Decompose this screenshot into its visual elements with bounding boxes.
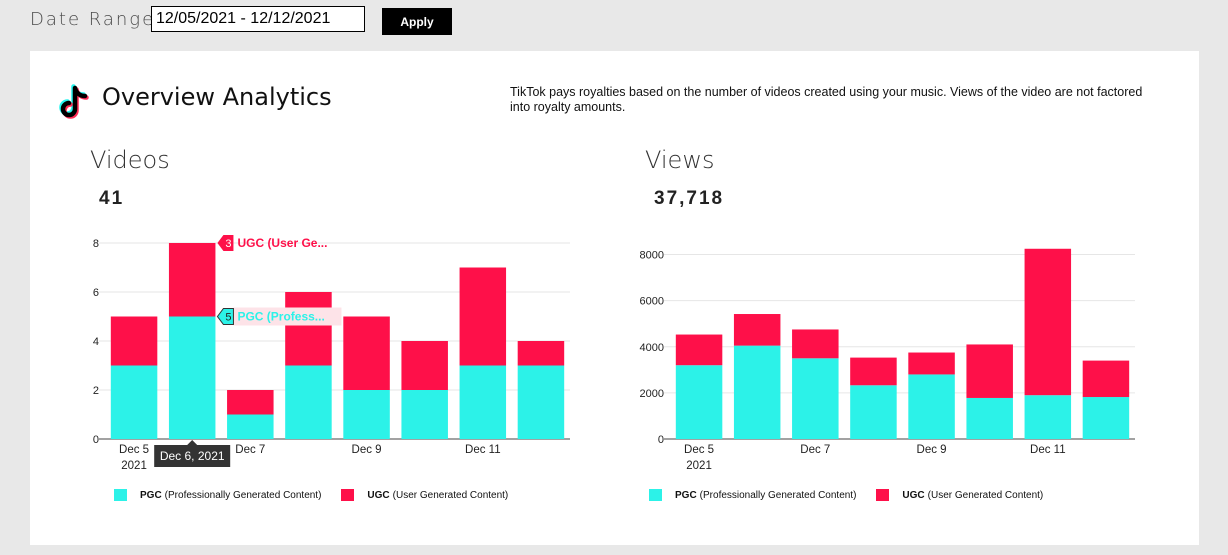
bar-pgc [908, 374, 955, 439]
bar-ugc [517, 341, 565, 366]
bar-pgc [733, 345, 781, 439]
bar-pgc [168, 316, 216, 439]
hover-value-box [217, 235, 234, 251]
bar-ugc [966, 344, 1013, 398]
bar-pgc [343, 390, 390, 439]
date-range-input[interactable] [151, 6, 365, 32]
videos-chart[interactable]: 0 2 4 6 8 Dec 5 2021 Dec 7 Dec 9 Dec 11 Dec 6, 202… [30, 231, 590, 472]
tooltip-arrow [187, 440, 198, 445]
legend-item-pgc[interactable]: PGC (Professionally Generated Content) [649, 489, 856, 501]
tiktok-logo-icon [59, 84, 89, 119]
views-legend: PGC (Professionally Generated Content) U… [649, 489, 1063, 501]
hover-value: 5 [225, 312, 231, 324]
hover-label-bg [233, 307, 342, 326]
y-tick-label: 8000 [640, 250, 664, 262]
bar-pgc [227, 414, 274, 439]
bar-ugc [343, 316, 390, 390]
hover-label-ugc: 3 UGC (User Ge... [217, 235, 327, 251]
royalty-note: TikTok pays royalties based on the numbe… [510, 85, 1143, 114]
bar-pgc [401, 390, 448, 439]
x-tick-label: Dec 11 [1030, 444, 1066, 456]
y-tick-label: 4 [93, 336, 99, 348]
x-tick-label: Dec 9 [917, 444, 947, 456]
hover-label-pgc: 5 PGC (Profess... [216, 307, 342, 326]
x-hover-label: Dec 6, 2021 [160, 449, 225, 463]
bar-ugc [227, 390, 274, 415]
y-tick-label: 2 [93, 385, 99, 397]
bar-pgc [110, 365, 158, 439]
x-tick-label: Dec 5 [119, 444, 149, 456]
overview-card: Overview Analytics TikTok pays royalties… [30, 51, 1199, 545]
legend-ugc-long: (User Generated Content) [927, 489, 1044, 501]
bar-ugc [850, 357, 897, 386]
legend-item-pgc[interactable]: PGC (Professionally Generated Content) [114, 489, 321, 501]
bar-ugc [792, 329, 839, 359]
bar-ugc [459, 267, 507, 366]
legend-pgc-long: (Professionally Generated Content) [699, 489, 857, 501]
legend-item-ugc[interactable]: UGC (User Generated Content) [876, 489, 1043, 501]
views-label: Views [645, 146, 715, 174]
pgc-swatch [114, 489, 127, 501]
x-tick-label: 2021 [686, 460, 712, 472]
x-tick-label: Dec 7 [800, 444, 830, 456]
y-tick-label: 8 [93, 238, 99, 250]
legend-pgc-short: PGC [675, 489, 697, 501]
y-tick-label: 6 [93, 287, 99, 299]
bar-pgc [850, 385, 897, 439]
x-tick-label: Dec 5 [684, 444, 714, 456]
hover-series-label: PGC (Profess... [237, 310, 324, 324]
videos-legend: PGC (Professionally Generated Content) U… [114, 489, 528, 501]
views-total: 37,718 [654, 188, 725, 209]
date-range-label: Date Range: [30, 9, 164, 30]
bar-ugc [733, 314, 781, 346]
bar-pgc [285, 365, 332, 439]
bar-ugc [1024, 248, 1072, 396]
bar-ugc [285, 292, 332, 366]
bar-ugc [908, 352, 955, 375]
bar-ugc [1082, 360, 1130, 398]
x-tick-label: 2021 [121, 460, 147, 472]
bar-pgc [517, 365, 565, 439]
x-tick-label: Dec 7 [235, 444, 265, 456]
bar-ugc [675, 334, 723, 366]
x-tick-label: Dec 11 [465, 444, 501, 456]
legend-item-ugc[interactable]: UGC (User Generated Content) [341, 489, 508, 501]
ugc-swatch [876, 489, 890, 501]
ugc-swatch [341, 489, 355, 501]
y-tick-label: 6000 [640, 296, 664, 308]
card-title: Overview Analytics [102, 83, 332, 111]
bar-ugc [110, 316, 158, 366]
x-hover-tooltip [154, 445, 231, 467]
hover-value: 3 [225, 238, 231, 250]
hover-series-label: UGC (User Ge... [237, 236, 327, 250]
bar-pgc [1082, 397, 1130, 439]
legend-ugc-long: (User Generated Content) [392, 489, 509, 501]
pgc-swatch [649, 489, 662, 501]
videos-total: 41 [99, 188, 125, 209]
bar-pgc [966, 397, 1013, 439]
views-chart[interactable]: 0 2000 4000 6000 8000 Dec 5 2021 Dec 7 Dec 9 Dec … [590, 231, 1150, 472]
bar-ugc [168, 243, 216, 317]
y-tick-label: 0 [658, 434, 664, 446]
videos-label: Videos [90, 146, 170, 174]
hover-value-box [216, 308, 234, 325]
legend-ugc-short: UGC [902, 489, 925, 501]
apply-button[interactable]: Apply [382, 8, 452, 35]
y-tick-label: 2000 [640, 388, 664, 400]
legend-pgc-short: PGC [140, 489, 162, 501]
y-tick-label: 4000 [640, 342, 664, 354]
bar-pgc [459, 365, 507, 439]
y-tick-label: 0 [93, 434, 99, 446]
bar-ugc [401, 341, 448, 390]
bar-pgc [1024, 395, 1072, 439]
x-tick-label: Dec 9 [352, 444, 382, 456]
legend-ugc-short: UGC [367, 489, 390, 501]
date-range-bar: Date Range: Apply [0, 0, 1228, 46]
legend-pgc-long: (Professionally Generated Content) [164, 489, 322, 501]
bar-pgc [792, 358, 839, 439]
bar-pgc [675, 365, 723, 439]
